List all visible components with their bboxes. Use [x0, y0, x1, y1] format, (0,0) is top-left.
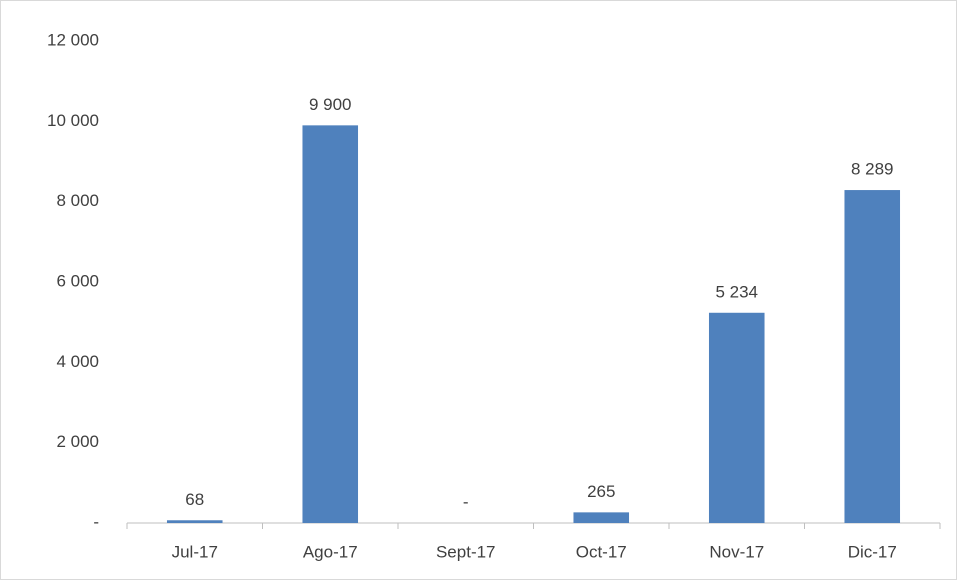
y-tick-label: 12 000 — [47, 30, 99, 49]
y-tick-label: 2 000 — [56, 432, 99, 451]
x-tick-label: Jul-17 — [172, 542, 218, 561]
value-label: 8 289 — [851, 160, 894, 179]
value-label: - — [463, 492, 469, 511]
x-tick-label: Dic-17 — [848, 542, 897, 561]
y-tick-label: 4 000 — [56, 352, 99, 371]
bar — [166, 520, 223, 523]
bar — [844, 190, 901, 523]
value-label: 265 — [587, 482, 615, 501]
y-tick-label: 10 000 — [47, 111, 99, 130]
bar — [708, 312, 765, 523]
value-label: 9 900 — [309, 95, 352, 114]
value-label: 5 234 — [715, 282, 758, 301]
x-tick-label: Ago-17 — [303, 542, 358, 561]
x-tick-label: Sept-17 — [436, 542, 496, 561]
x-tick-label: Oct-17 — [576, 542, 627, 561]
bar — [573, 512, 630, 523]
x-tick-label: Nov-17 — [709, 542, 764, 561]
y-tick-label: 8 000 — [56, 191, 99, 210]
y-tick-label: - — [93, 512, 99, 531]
value-label: 68 — [185, 490, 204, 509]
y-tick-label: 6 000 — [56, 271, 99, 290]
bar — [302, 125, 359, 523]
